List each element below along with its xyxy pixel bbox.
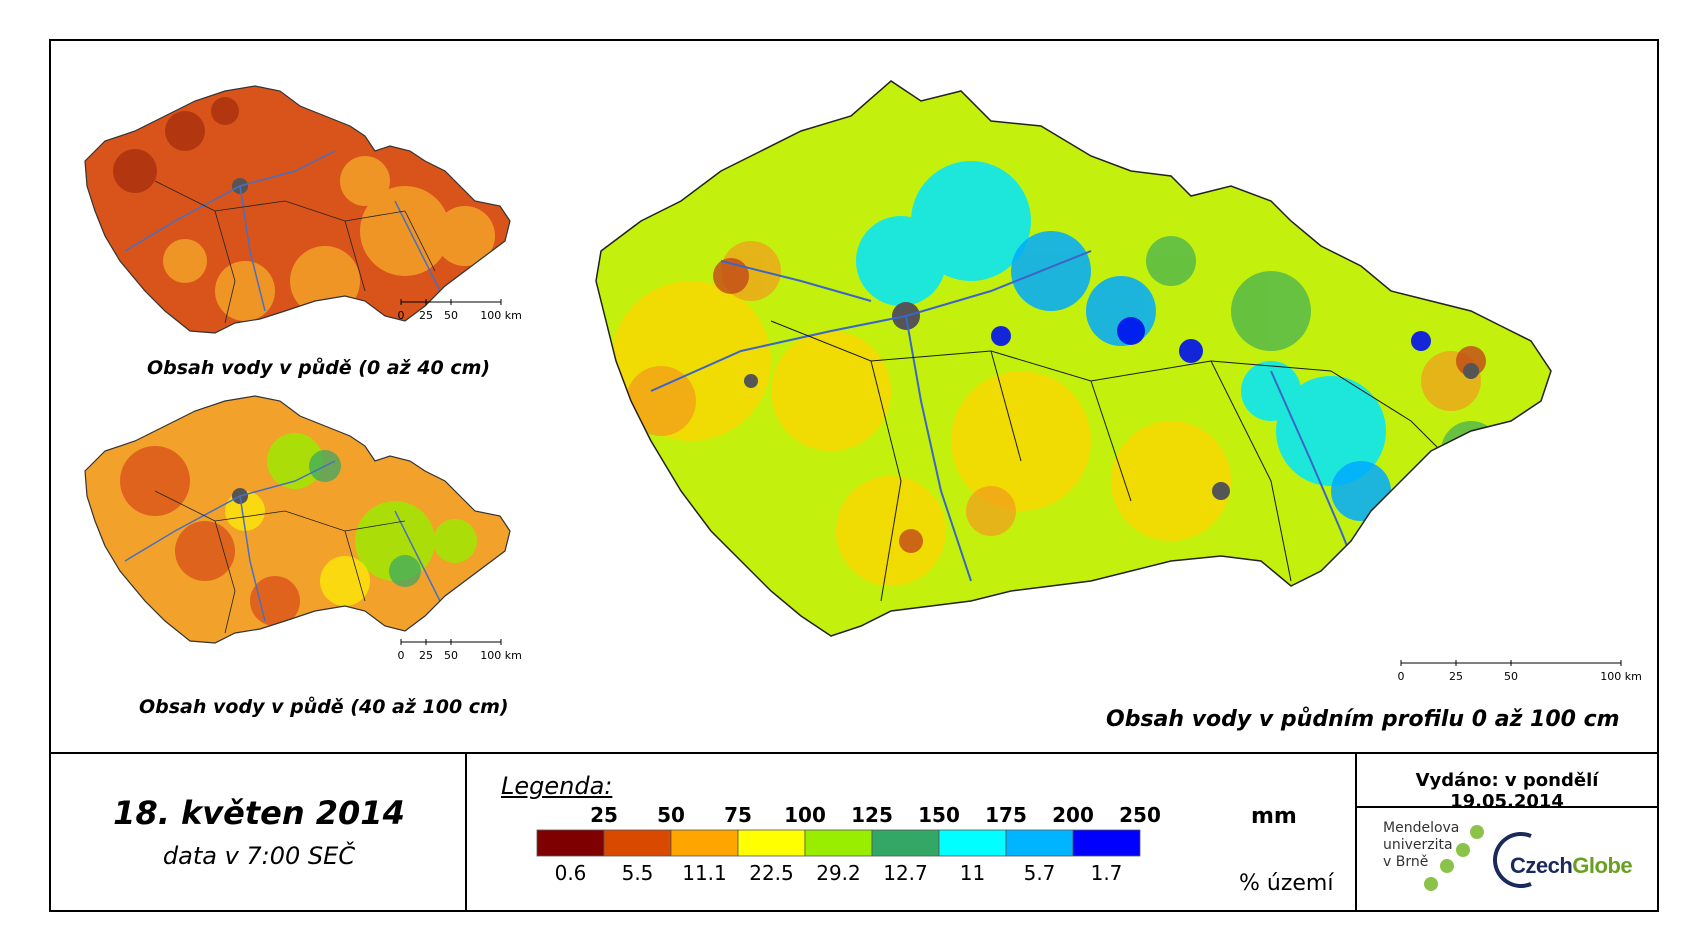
date-title: 18. květen 2014 [113,794,405,832]
legend-percent-8: 1.7 [1091,861,1123,885]
legend-swatch-8 [1072,829,1141,857]
scale-label-0: 0 [1398,670,1405,683]
legend-percent-2: 11.1 [682,861,727,885]
mendel-line-2: univerzita [1383,837,1453,853]
legend-swatch-2 [670,829,739,857]
logos: Mendelova univerzita v Brně CzechGlobe [1357,808,1657,912]
publication-line: Vydáno: v pondělí 19.05.2014 [1357,754,1657,812]
scale-bar-large: 0 25 50 100 km [1398,660,1641,683]
legend-swatch-4 [804,829,873,857]
caption-subsoil: Obsah vody v půdě (40 až 100 cm) [139,696,509,718]
scale-label-50: 50 [444,309,458,322]
scale-label-50: 50 [444,649,458,662]
legend-threshold-3: 100 [784,803,826,827]
caption-topsoil: Obsah vody v půdě (0 až 40 cm) [147,357,491,379]
scale-label-25: 25 [1449,670,1463,683]
scale-label-100: 100 km [480,649,522,662]
legend-percent-3: 22.5 [749,861,794,885]
legend-swatch-0 [536,829,605,857]
scale-bar-top: 0 25 50 100 km [398,299,522,322]
scale-label-25: 25 [419,649,433,662]
legend-color-scale: 0.6 5.5 11.1 22.5 29.2 12.7 11 5.7 1.7 25 50 75 100 1… [536,803,1161,885]
legend-threshold-0: 25 [590,803,618,827]
legend-percent-1: 5.5 [622,861,654,885]
legend-threshold-2: 75 [724,803,752,827]
scale-label-50: 50 [1504,670,1518,683]
legend-unit-percent: % území [1239,871,1334,896]
map-topsoil [84,85,511,334]
mendel-dots-icon [1424,825,1484,891]
scale-bar-bottom: 0 25 50 100 km [398,639,522,662]
mendel-line-3: v Brně [1383,854,1429,870]
legend-swatch-1 [603,829,672,857]
publication-cell: Vydáno: v pondělí 19.05.2014 Mendelova u… [1357,754,1657,912]
legend-threshold-4: 125 [851,803,893,827]
date-subtitle: data v 7:00 SEČ [162,842,356,870]
czechglobe-part2: Globe [1572,853,1633,878]
map-subsoil [84,395,511,644]
caption-profile: Obsah vody v půdním profilu 0 až 100 cm [1106,707,1620,732]
map-profile [595,80,1552,637]
mendel-university-logo: Mendelova univerzita v Brně [1383,820,1459,871]
legend-percent-5: 12.7 [883,861,928,885]
legend-percent-6: 11 [960,861,985,885]
legend-percent-4: 29.2 [816,861,861,885]
legend-threshold-5: 150 [918,803,960,827]
info-panel: 18. květen 2014 data v 7:00 SEČ Legenda:… [51,752,1657,912]
legend-percent-0: 0.6 [555,861,587,885]
legend-cell: Legenda: 0.6 5.5 11.1 22.5 29.2 12.7 11 5.7 1.7 2… [467,754,1357,912]
legend-threshold-1: 50 [657,803,685,827]
publication-date: Vydáno: v pondělí 19.05.2014 [1415,770,1599,812]
legend-title: Legenda: [501,772,613,800]
legend-threshold-7: 200 [1052,803,1094,827]
scale-label-0: 0 [398,649,405,662]
czechglobe-logo: CzechGlobe [1510,853,1633,879]
mendel-line-1: Mendelova [1383,820,1460,836]
czechglobe-swoosh-icon [1493,832,1532,888]
legend-swatch-7 [1005,829,1074,857]
legend-swatch-6 [938,829,1007,857]
scale-label-0: 0 [398,309,405,322]
legend-unit-mm: mm [1251,804,1297,829]
scale-label-25: 25 [419,309,433,322]
scale-label-100: 100 km [480,309,522,322]
legend-swatch-3 [737,829,806,857]
scale-label-100: 100 km [1600,670,1641,683]
map-frame: 0 25 50 100 km 0 25 50 100 km 0 25 50 10… [49,39,1659,912]
legend-percent-7: 5.7 [1024,861,1056,885]
legend-swatch-5 [871,829,940,857]
legend-threshold-6: 175 [985,803,1027,827]
date-cell: 18. květen 2014 data v 7:00 SEČ [51,754,467,912]
legend-threshold-8: 250 [1119,803,1161,827]
czechglobe-part1: Czech [1510,853,1573,878]
